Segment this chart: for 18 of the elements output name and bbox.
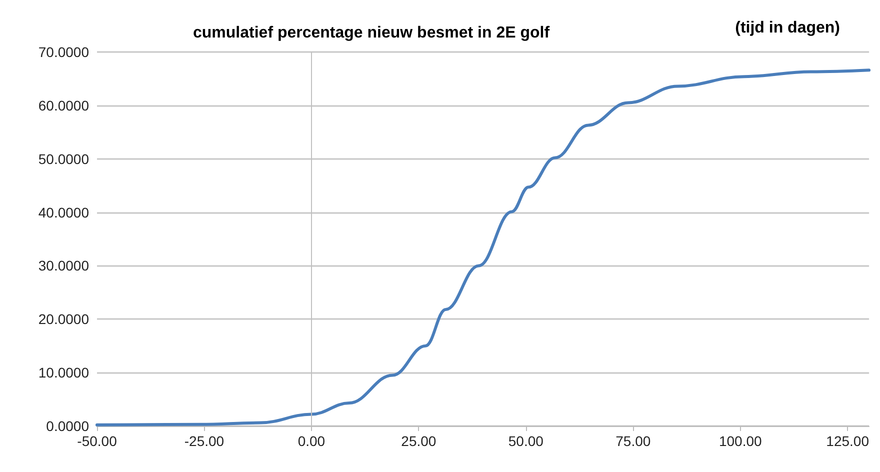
x-tick-label: 50.00 xyxy=(508,433,544,449)
x-axis-title: (tijd in dagen) xyxy=(735,20,840,36)
y-tick-label: 10.0000 xyxy=(38,364,90,381)
y-tick-label: 20.0000 xyxy=(38,311,90,328)
x-tick-label: 75.00 xyxy=(616,433,651,449)
chart-title: cumulatief percentage nieuw besmet in 2E golf xyxy=(193,24,550,42)
x-tick-label: 100.00 xyxy=(718,433,762,449)
y-tick-label: 30.0000 xyxy=(38,258,90,274)
x-tick-label: -50.00 xyxy=(77,433,118,449)
x-tick-label: -25.00 xyxy=(184,433,224,449)
y-tick-label: 0.0000 xyxy=(46,418,90,434)
y-tick-label: 70.0000 xyxy=(38,44,90,60)
y-tick-label: 60.0000 xyxy=(38,97,90,114)
y-tick-label: 50.0000 xyxy=(38,150,90,167)
y-tick-label: 40.0000 xyxy=(38,204,90,220)
x-tick-label: 0.00 xyxy=(298,433,326,449)
x-tick-label: 25.00 xyxy=(401,433,436,449)
x-tick-label: 125.00 xyxy=(826,433,870,449)
